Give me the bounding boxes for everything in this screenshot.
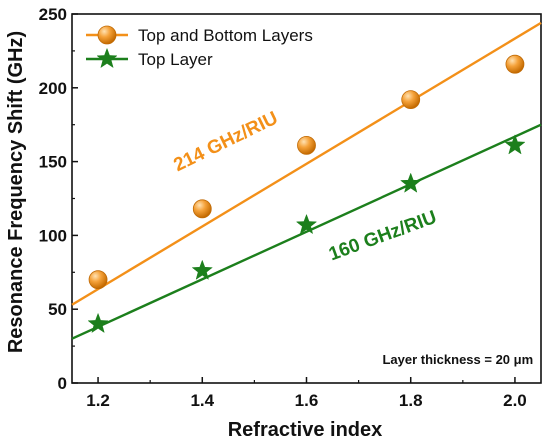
legend-label: Top and Bottom Layers [138,26,313,45]
x-tick-label: 2.0 [503,391,527,410]
series-1 [71,123,542,340]
data-point [295,213,318,235]
y-tick-label: 50 [48,300,67,319]
plot-frame [71,13,542,384]
x-tick-label: 1.2 [86,391,110,410]
data-point [401,90,421,110]
series-0 [71,21,542,306]
x-tick-label: 1.6 [295,391,319,410]
y-tick-label: 250 [39,5,67,24]
slope-annotation: 214 GHz/RIU [171,108,282,176]
fit-line [71,21,542,306]
x-tick-label: 1.8 [399,391,423,410]
layer-thickness-note: Layer thickness = 20 μm [382,352,533,367]
legend: Top and Bottom Layers Top Layer [86,25,313,69]
data-point [400,172,422,193]
data-point [505,54,525,74]
data-point [191,259,213,280]
legend-marker [96,47,118,69]
y-axis-title: Resonance Frequency Shift (GHz) [5,31,27,353]
plot-area: 1.2 1.4 1.6 1.8 2.0 0 50 100 150 200 250 Top and Bo… [39,5,542,410]
y-tick-label: 150 [39,153,67,172]
legend-label: Top Layer [138,50,213,69]
data-point [192,199,212,219]
y-tick-label: 100 [39,226,67,245]
data-point [88,270,108,290]
x-axis-title: Refractive index [228,419,383,441]
data-point [504,134,526,155]
data-point [87,312,109,334]
y-tick-label: 0 [58,374,67,393]
y-tick-label: 200 [39,79,67,98]
x-tick-label: 1.4 [190,391,214,410]
legend-marker [97,25,117,45]
fit-line [71,123,542,340]
data-point [297,135,316,155]
